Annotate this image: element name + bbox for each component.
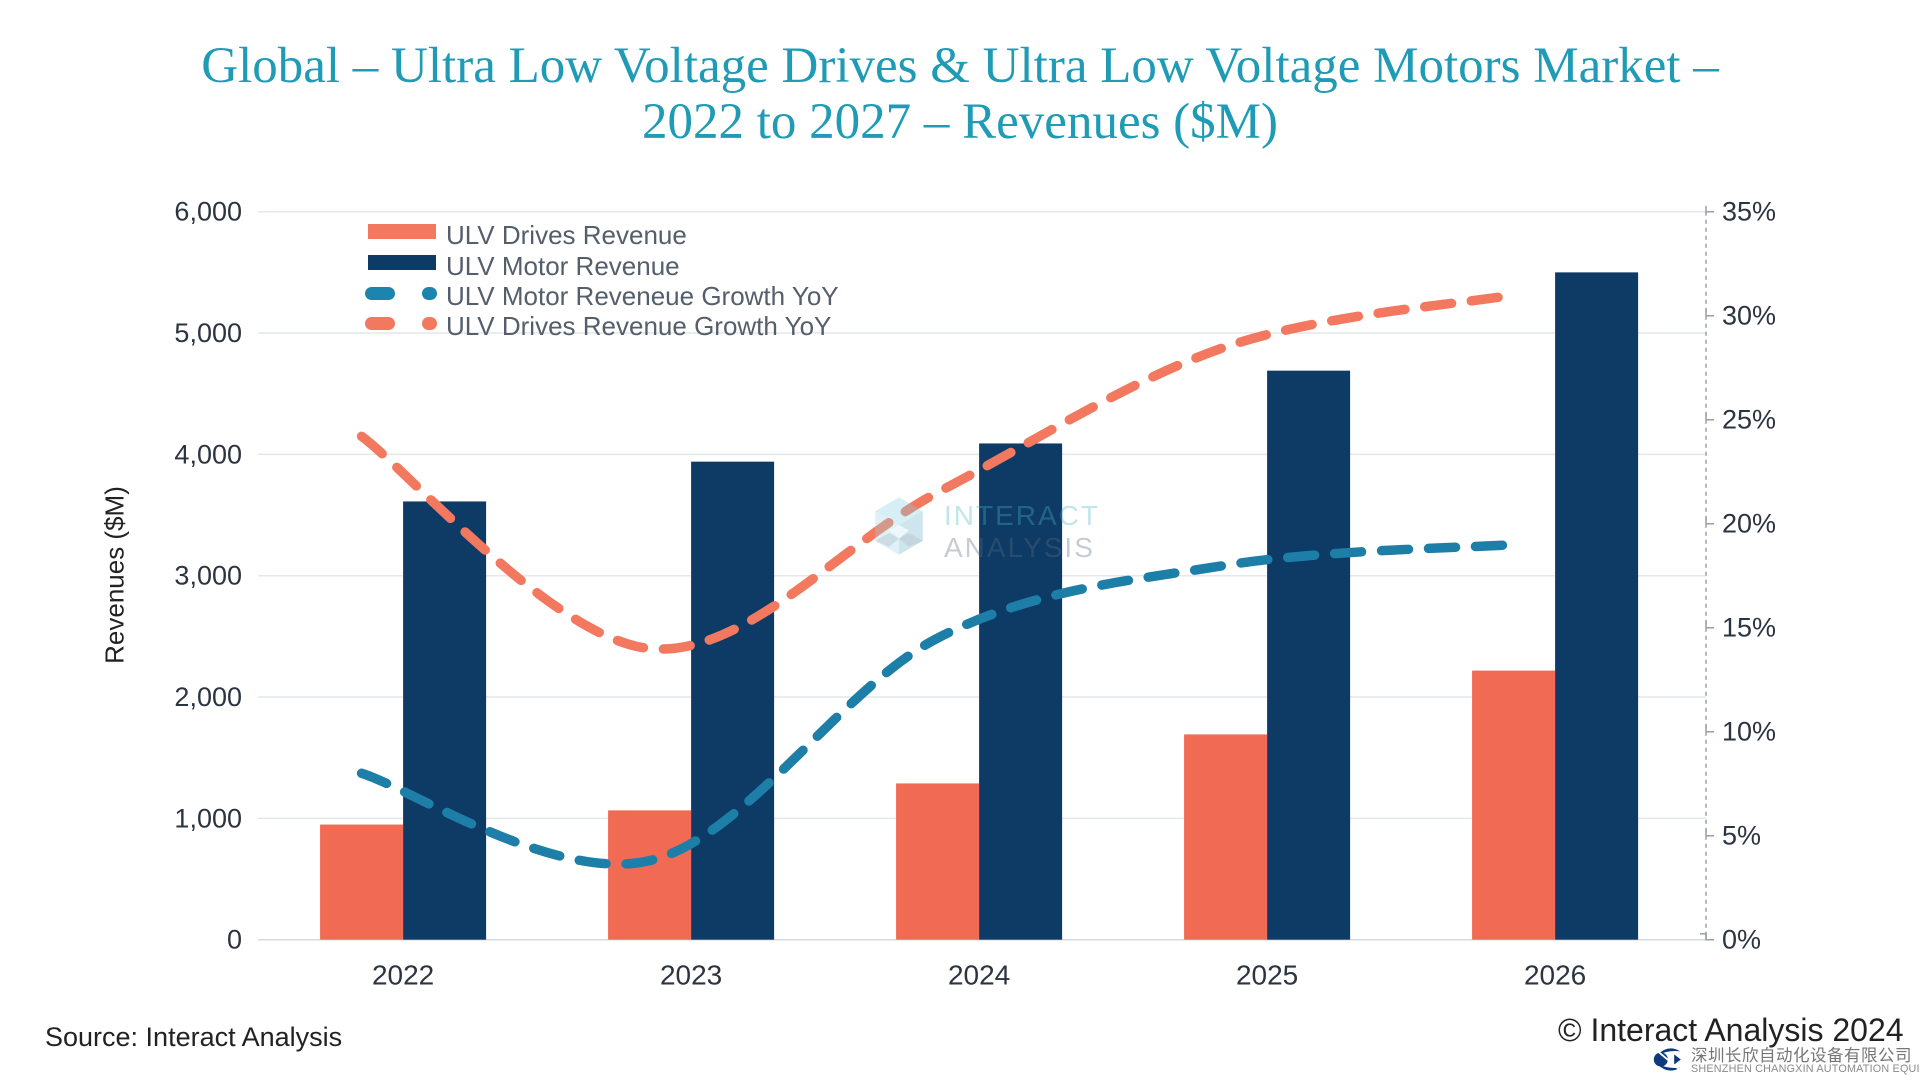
svg-text:5,000: 5,000 [174,318,242,348]
svg-text:2022: 2022 [372,960,434,991]
svg-text:2023: 2023 [660,960,722,991]
svg-text:6,000: 6,000 [174,197,242,227]
svg-text:3,000: 3,000 [174,561,242,591]
svg-text:1,000: 1,000 [174,803,242,833]
svg-text:10%: 10% [1722,717,1776,747]
svg-text:2026: 2026 [1524,960,1586,991]
svg-text:4,000: 4,000 [174,439,242,469]
svg-text:15%: 15% [1722,613,1776,643]
svg-text:0%: 0% [1722,925,1761,955]
svg-text:35%: 35% [1722,197,1776,227]
svg-text:0: 0 [227,925,242,955]
svg-text:30%: 30% [1722,301,1776,331]
svg-text:2025: 2025 [1236,960,1298,991]
svg-text:5%: 5% [1722,821,1761,851]
svg-text:20%: 20% [1722,509,1776,539]
svg-text:2024: 2024 [948,960,1010,991]
svg-text:25%: 25% [1722,405,1776,435]
svg-text:2,000: 2,000 [174,682,242,712]
